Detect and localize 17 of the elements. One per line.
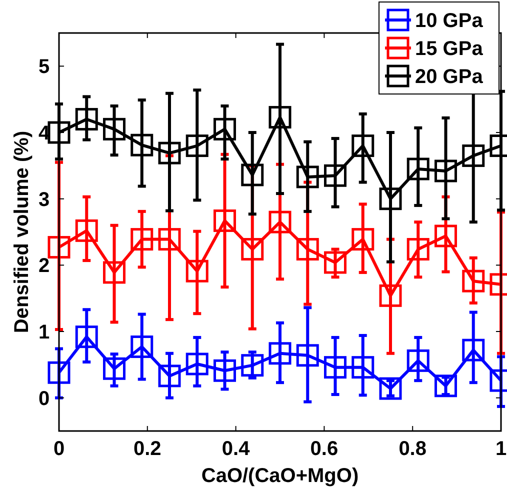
x-tick-label: 1	[495, 438, 507, 460]
legend-label: 20 GPa	[415, 66, 484, 88]
x-tick-label: 0.6	[310, 438, 338, 460]
y-tick-label: 4	[38, 122, 50, 144]
y-tick-label: 1	[38, 322, 50, 344]
x-tick-label: 0	[53, 438, 65, 460]
x-axis-title: CaO/(CaO+MgO)	[201, 465, 359, 487]
y-tick-label: 2	[38, 255, 50, 278]
y-tick-label: 0	[38, 388, 50, 410]
legend-label: 10 GPa	[415, 10, 484, 32]
x-tick-label: 0.2	[133, 438, 162, 460]
legend-label: 15 GPa	[415, 38, 484, 60]
x-tick-label: 0.4	[222, 438, 251, 460]
y-tick-label: 3	[38, 188, 50, 211]
x-tick-label: 0.8	[398, 438, 427, 460]
y-tick-label: 5	[38, 56, 50, 78]
y-axis-title: Densified volume (%)	[11, 130, 33, 334]
